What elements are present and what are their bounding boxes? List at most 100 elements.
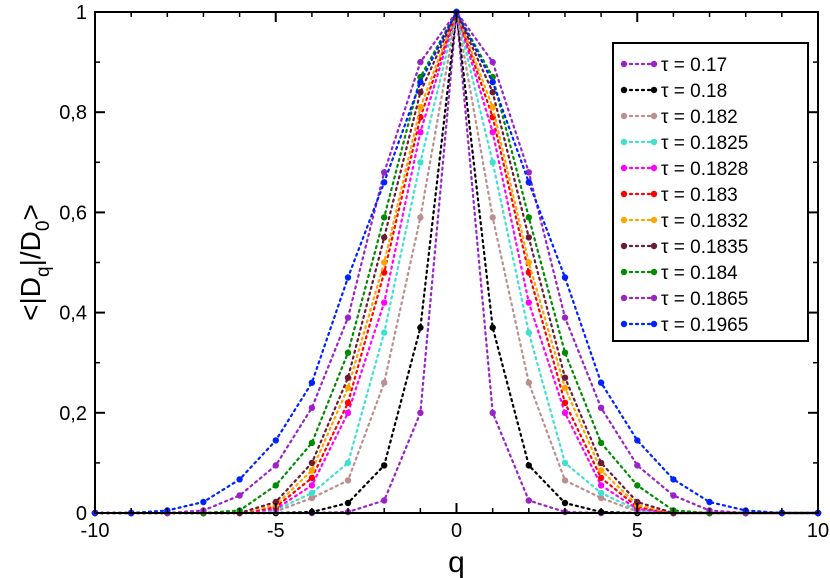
x-tick-label: -10 xyxy=(81,520,110,542)
y-tick-label: 1 xyxy=(76,2,87,24)
data-point xyxy=(344,274,352,281)
data-point xyxy=(308,404,316,411)
data-point xyxy=(308,379,316,386)
data-point xyxy=(561,349,569,356)
data-point xyxy=(417,214,424,221)
legend-marker xyxy=(650,164,658,172)
y-axis-title-main: <|D xyxy=(15,277,46,321)
data-point xyxy=(634,482,641,489)
legend-marker xyxy=(650,320,658,328)
y-axis-title-end: > xyxy=(15,204,46,220)
data-point xyxy=(525,379,532,386)
legend-item: τ = 0.184 xyxy=(620,263,738,284)
x-tick-label: -5 xyxy=(267,520,285,542)
legend-box xyxy=(612,42,809,342)
data-point xyxy=(236,492,243,499)
data-point xyxy=(417,104,424,111)
data-point xyxy=(417,78,424,86)
data-point xyxy=(272,462,279,469)
legend-label: τ = 0.18 xyxy=(661,81,727,102)
legend-marker xyxy=(620,190,628,198)
data-point xyxy=(597,482,605,489)
data-point xyxy=(417,89,424,96)
data-point xyxy=(561,477,569,484)
data-point xyxy=(597,489,605,497)
legend-marker xyxy=(650,216,658,224)
data-point xyxy=(344,384,352,391)
data-point xyxy=(525,299,532,306)
legend-marker xyxy=(650,60,658,68)
data-point xyxy=(236,476,243,483)
data-point xyxy=(381,299,388,306)
legend-label: τ = 0.1965 xyxy=(661,315,748,336)
legend-item: τ = 0.1865 xyxy=(620,289,748,310)
legend-item: τ = 0.1832 xyxy=(620,211,748,232)
data-point xyxy=(561,314,569,321)
data-point xyxy=(670,492,677,499)
data-point xyxy=(489,214,496,221)
data-point xyxy=(417,159,424,166)
legend-label: τ = 0.1865 xyxy=(661,289,748,310)
legend-label: τ = 0.182 xyxy=(661,107,738,128)
legend-item: τ = 0.1825 xyxy=(620,133,748,154)
legend-label: τ = 0.183 xyxy=(661,185,738,206)
data-point xyxy=(634,462,641,469)
data-point xyxy=(561,274,569,281)
x-tick-label: 5 xyxy=(632,520,643,542)
data-point xyxy=(597,404,605,411)
data-point xyxy=(272,498,279,506)
ticks-layer: -10 -5 0 5 10 0 0,2 0,4 0,6 0,8 1 xyxy=(59,2,829,542)
legend-item: τ = 0.17 xyxy=(620,55,727,76)
data-point xyxy=(634,437,641,444)
data-point xyxy=(344,477,352,484)
data-point xyxy=(489,104,496,111)
data-point xyxy=(525,169,532,176)
legend-label: τ = 0.1832 xyxy=(661,211,748,232)
data-point xyxy=(489,129,496,136)
legend-marker xyxy=(620,216,628,224)
legend-marker xyxy=(620,86,628,94)
y-axis-title: <|Dq|/D0> xyxy=(15,204,54,321)
data-point xyxy=(417,324,424,331)
y-tick-label: 0,8 xyxy=(59,102,87,124)
legend-marker xyxy=(650,86,658,94)
data-point xyxy=(525,462,532,469)
data-point xyxy=(561,499,569,507)
data-point xyxy=(489,89,496,96)
data-point xyxy=(381,179,388,186)
y-axis-title-mid: |/D xyxy=(15,231,46,266)
data-point xyxy=(489,58,496,66)
legend: τ = 0.17 τ = 0.18 τ = 0.182 τ = 0.1825 τ = 0… xyxy=(612,42,809,342)
data-point xyxy=(417,409,424,416)
legend-items: τ = 0.17 τ = 0.18 τ = 0.182 τ = 0.1825 τ = 0… xyxy=(620,55,748,336)
data-point xyxy=(308,494,316,502)
data-point xyxy=(525,259,532,266)
legend-label: τ = 0.1828 xyxy=(661,159,748,180)
legend-label: τ = 0.1835 xyxy=(661,237,748,258)
data-point xyxy=(381,234,388,241)
legend-marker xyxy=(650,138,658,146)
data-point xyxy=(489,78,496,86)
data-point xyxy=(272,437,279,444)
data-point xyxy=(308,459,316,467)
legend-marker xyxy=(620,320,628,328)
data-point xyxy=(344,374,352,381)
data-point xyxy=(525,214,532,221)
data-point xyxy=(525,234,532,241)
data-point xyxy=(308,467,316,474)
legend-label: τ = 0.17 xyxy=(661,55,727,76)
data-point xyxy=(308,489,316,497)
data-point xyxy=(200,498,207,506)
legend-marker xyxy=(650,294,658,302)
legend-label: τ = 0.1825 xyxy=(661,133,748,154)
legend-marker xyxy=(650,242,658,250)
legend-marker xyxy=(620,242,628,250)
legend-label: τ = 0.184 xyxy=(661,263,738,284)
data-point xyxy=(344,399,352,406)
data-point xyxy=(381,169,388,176)
legend-marker xyxy=(620,138,628,146)
legend-marker xyxy=(650,112,658,120)
legend-marker xyxy=(650,190,658,198)
x-tick-label: 10 xyxy=(807,520,829,542)
data-point xyxy=(706,498,713,506)
